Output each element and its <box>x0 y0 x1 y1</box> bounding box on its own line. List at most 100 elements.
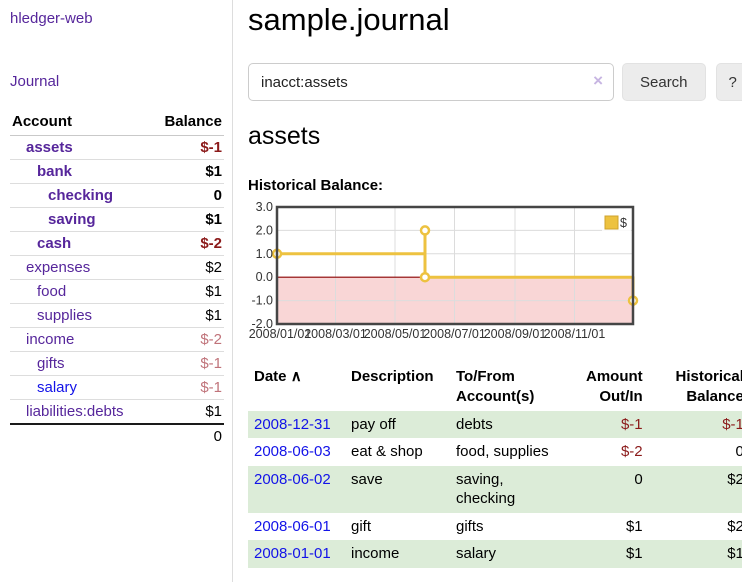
account-row: gifts $-1 <box>10 351 224 376</box>
accounts-total-spacer <box>10 423 150 449</box>
transaction-balance: $2 <box>727 470 742 488</box>
x-tick-label: 2008/01/01 <box>249 327 312 341</box>
transaction-date-link[interactable]: 2008-01-01 <box>254 545 331 562</box>
y-tick-label: -1.0 <box>251 294 273 308</box>
account-row: salary $-1 <box>10 375 224 400</box>
transaction-amount: $-1 <box>620 415 643 433</box>
y-tick-label: 1.0 <box>256 247 273 261</box>
y-tick-label: 3.0 <box>256 200 273 214</box>
transaction-accounts: salary <box>456 545 497 562</box>
account-balance: $-2 <box>149 327 224 352</box>
transaction-date-link[interactable]: 2008-06-01 <box>254 517 331 535</box>
account-balance: $1 <box>149 279 224 304</box>
app-title-link[interactable]: hledger-web <box>10 10 93 27</box>
transaction-balance: $-1 <box>722 415 742 433</box>
account-balance: 0 <box>149 183 224 208</box>
account-row: bank $1 <box>10 159 224 184</box>
search-form: × Search ? <box>248 63 742 101</box>
sidebar-item-journal[interactable]: Journal <box>10 73 60 90</box>
x-axis-labels: 2008/01/01 2008/03/01 2008/05/01 2008/07… <box>249 327 606 341</box>
account-row: supplies $1 <box>10 303 224 328</box>
accounts-col-account: Account <box>10 110 150 136</box>
account-link-supplies[interactable]: supplies <box>37 307 93 324</box>
account-balance: $-1 <box>149 135 224 160</box>
search-help-button[interactable]: ? <box>715 63 742 101</box>
account-balance: $1 <box>149 399 224 425</box>
transaction-accounts: debts <box>456 415 493 433</box>
clear-search-icon[interactable]: × <box>593 71 603 90</box>
col-header-date[interactable]: Date ∧ <box>254 368 302 385</box>
account-row: cash $-2 <box>10 231 224 256</box>
y-tick-label: -2.0 <box>251 317 273 331</box>
y-tick-label: 0.0 <box>256 270 273 284</box>
transaction-amount: $-2 <box>620 443 643 460</box>
transaction-balance: 0 <box>735 443 742 460</box>
col-header-amount: Amount Out/In <box>586 368 643 406</box>
sort-asc-icon: ∧ <box>290 368 302 385</box>
account-row: liabilities:debts $1 <box>10 399 224 425</box>
sidebar-nav: Journal <box>10 73 224 91</box>
x-tick-label: 2008/11/01 <box>544 327 606 341</box>
transaction-row: 2008-06-02 save saving, checking 0 $2 <box>248 465 742 513</box>
account-link-saving[interactable]: saving <box>48 211 96 228</box>
transaction-description: gift <box>351 517 372 535</box>
transaction-date-link[interactable]: 2008-06-03 <box>254 443 331 460</box>
transaction-accounts: saving, checking <box>456 470 516 508</box>
x-tick-label: 2008/09/01 <box>484 327 547 341</box>
transaction-accounts: food, supplies <box>456 443 549 460</box>
account-balance: $1 <box>149 207 224 232</box>
search-input[interactable] <box>248 63 614 101</box>
accounts-col-balance: Balance <box>149 110 224 136</box>
account-link-food[interactable]: food <box>37 283 67 300</box>
account-row: saving $1 <box>10 207 224 232</box>
account-balance: $1 <box>149 159 224 184</box>
app-title: hledger-web <box>10 10 224 28</box>
col-header-description: Description <box>351 368 434 385</box>
account-balance: $-2 <box>149 231 224 256</box>
account-link-bank[interactable]: bank <box>37 163 73 180</box>
register-table: Date ∧ Description To/From Account(s) Am… <box>248 364 742 568</box>
account-link-liabilities-debts[interactable]: liabilities:debts <box>26 403 124 420</box>
account-row: expenses $2 <box>10 255 224 280</box>
transaction-amount: $1 <box>625 517 643 535</box>
chart-svg: $ 3.0 2.0 1.0 0.0 -1.0 -2.0 2008/01/01 2… <box>249 200 639 341</box>
transaction-row: 2008-01-01 income salary $1 $1 <box>248 540 742 568</box>
x-tick-label: 2008/03/01 <box>304 327 367 341</box>
transaction-row: 2008-06-01 gift gifts $1 $2 <box>248 513 742 541</box>
y-axis-labels: 3.0 2.0 1.0 0.0 -1.0 -2.0 <box>251 200 273 331</box>
account-link-assets[interactable]: assets <box>26 139 73 156</box>
account-row: income $-2 <box>10 327 224 352</box>
transaction-date-link[interactable]: 2008-06-02 <box>254 470 331 488</box>
accounts-header-row: Account Balance <box>10 110 224 136</box>
transaction-date-link[interactable]: 2008-12-31 <box>254 415 331 433</box>
transaction-amount: $1 <box>625 545 643 562</box>
account-link-income[interactable]: income <box>26 331 75 348</box>
accounts-table: Account Balance assets $-1 bank $1 check… <box>10 110 224 449</box>
legend-swatch-icon <box>604 215 619 230</box>
transaction-balance: $1 <box>727 545 742 562</box>
account-balance: $-1 <box>149 351 224 376</box>
transaction-description: save <box>351 470 383 488</box>
legend-label: $ <box>620 216 627 230</box>
search-button[interactable]: Search <box>622 63 706 101</box>
account-link-gifts[interactable]: gifts <box>37 355 65 372</box>
transaction-balance: $2 <box>727 517 742 535</box>
transaction-amount: 0 <box>634 470 643 488</box>
register-header-row: Date ∧ Description To/From Account(s) Am… <box>248 364 742 411</box>
account-row: checking 0 <box>10 183 224 208</box>
transaction-row: 2008-12-31 pay off debts $-1 $-1 <box>248 410 742 438</box>
account-link-checking[interactable]: checking <box>48 187 114 204</box>
x-tick-label: 2008/07/01 <box>423 327 486 341</box>
historical-balance-chart: $ 3.0 2.0 1.0 0.0 -1.0 -2.0 2008/01/01 2… <box>248 200 742 342</box>
account-balance: $-1 <box>149 375 224 400</box>
x-tick-label: 2008/05/01 <box>364 327 427 341</box>
page-title: sample.journal <box>248 2 450 37</box>
account-link-salary[interactable]: salary <box>37 379 78 396</box>
account-link-expenses[interactable]: expenses <box>26 259 91 276</box>
data-point-marker <box>419 225 431 236</box>
plot-border <box>275 205 635 326</box>
accounts-total-value: 0 <box>149 423 224 449</box>
account-link-cash[interactable]: cash <box>37 235 72 252</box>
account-balance: $2 <box>149 255 224 280</box>
account-row: food $1 <box>10 279 224 304</box>
